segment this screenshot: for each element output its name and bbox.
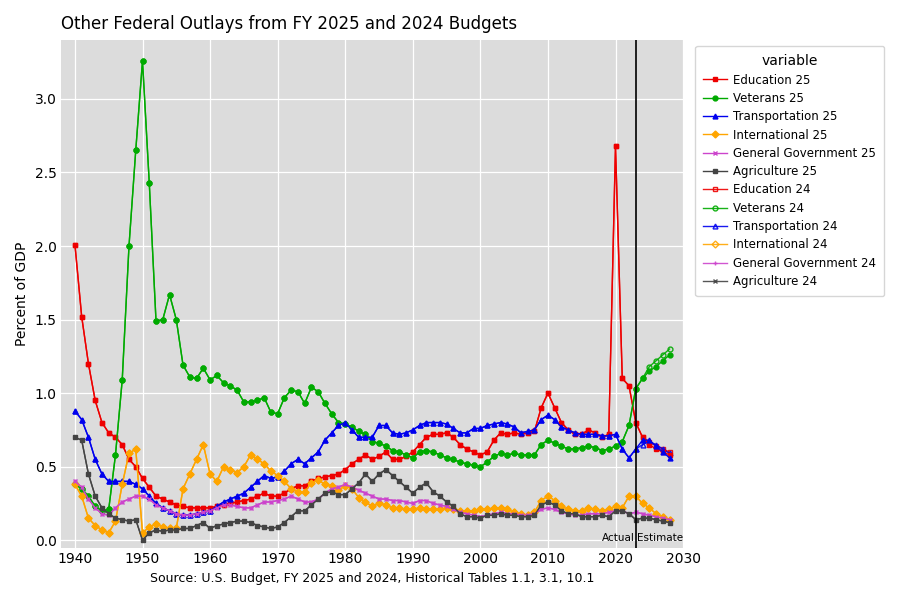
Text: Estimate: Estimate — [637, 533, 683, 542]
Y-axis label: Percent of GDP: Percent of GDP — [15, 242, 29, 346]
X-axis label: Source: U.S. Budget, FY 2025 and 2024, Historical Tables 1.1, 3.1, 10.1: Source: U.S. Budget, FY 2025 and 2024, H… — [150, 572, 594, 585]
Text: Actual: Actual — [601, 533, 634, 542]
Legend: Education 25, Veterans 25, Transportation 25, International 25, General Governme: Education 25, Veterans 25, Transportatio… — [695, 46, 884, 296]
Text: Other Federal Outlays from FY 2025 and 2024 Budgets: Other Federal Outlays from FY 2025 and 2… — [61, 15, 517, 33]
